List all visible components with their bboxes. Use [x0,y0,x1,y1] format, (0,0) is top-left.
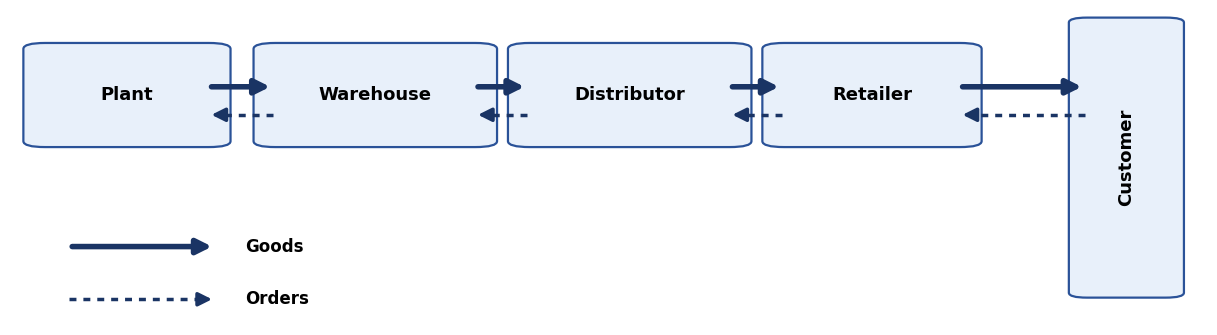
Text: Retailer: Retailer [832,86,912,104]
FancyBboxPatch shape [23,43,230,147]
FancyBboxPatch shape [507,43,751,147]
FancyBboxPatch shape [253,43,497,147]
FancyBboxPatch shape [762,43,982,147]
FancyBboxPatch shape [1069,18,1184,297]
Text: Goods: Goods [245,238,303,256]
Text: Customer: Customer [1117,109,1135,206]
Text: Orders: Orders [245,290,309,308]
Text: Distributor: Distributor [574,86,685,104]
Text: Plant: Plant [101,86,153,104]
Text: Warehouse: Warehouse [319,86,432,104]
